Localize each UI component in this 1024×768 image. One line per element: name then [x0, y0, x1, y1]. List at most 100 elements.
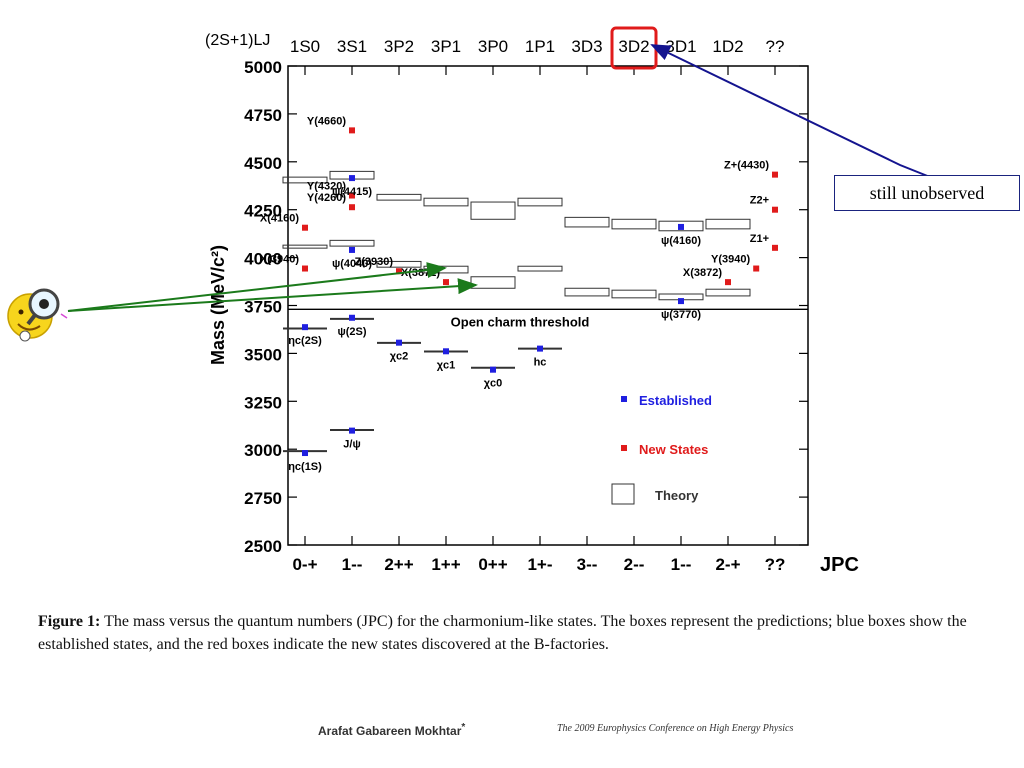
established-label: χc1 — [437, 359, 456, 371]
new-state-point — [772, 171, 778, 178]
new-state-label: Z2+ — [750, 195, 769, 207]
new-state-point — [753, 265, 760, 272]
theory-box — [517, 197, 563, 207]
legend-new-marker — [621, 445, 627, 451]
established-point — [349, 427, 355, 434]
y-tick-label: 2750 — [244, 489, 282, 508]
top-category-label: 3P2 — [384, 37, 414, 56]
established-label: ψ(4160) — [661, 235, 701, 247]
new-state-point — [772, 206, 778, 213]
established-point — [349, 314, 355, 321]
theory-box — [705, 218, 751, 230]
new-state-label: Y(4260) — [307, 192, 346, 204]
legend-theory-box — [611, 483, 635, 505]
established-point — [302, 450, 308, 457]
theory-box — [376, 260, 422, 268]
new-state-point — [772, 244, 778, 251]
theory-box — [470, 276, 516, 289]
y-tick-label: 4250 — [244, 202, 282, 221]
new-state-label: Z+(4430) — [724, 160, 769, 172]
theory-box — [423, 197, 469, 207]
y-tick-label: 5000 — [244, 58, 282, 77]
top-category-label: ?? — [766, 37, 785, 56]
established-label: χc2 — [390, 351, 409, 363]
theory-box — [564, 216, 610, 228]
new-state-point — [349, 127, 355, 134]
top-category-label: 3D2 — [618, 37, 649, 56]
x-tick-label: 1-- — [671, 555, 692, 574]
footer-author: Arafat Gabareen Mokhtar* — [318, 722, 466, 738]
established-label: χc0 — [484, 378, 503, 390]
established-point — [678, 223, 684, 230]
top-category-label: 3S1 — [337, 37, 367, 56]
new-state-point — [302, 224, 308, 231]
y-tick-label: 3000 — [244, 441, 282, 460]
caption-text: The mass versus the quantum numbers (JPC… — [38, 613, 967, 653]
established-point — [678, 298, 684, 305]
new-state-label: Z(3930) — [354, 256, 393, 268]
y-tick-label: 3250 — [244, 393, 282, 412]
established-label: ψ(2S) — [337, 326, 366, 338]
x-tick-label: 2++ — [384, 555, 413, 574]
top-category-label: 1P1 — [525, 37, 555, 56]
y-tick-label: 2500 — [244, 537, 282, 556]
threshold-label: Open charm threshold — [451, 314, 590, 329]
theory-box — [611, 218, 657, 230]
established-label: ψ(3770) — [661, 309, 701, 321]
state-labels: ηc(1S) ηc(2S) J/ψ ψ(2S) ψ(4040) ψ(4415) χc2 χc1… — [260, 115, 769, 473]
annotations — [67, 44, 931, 312]
legend-new-label: New States — [639, 442, 708, 457]
established-label: J/ψ — [343, 439, 360, 451]
new-state-point — [349, 192, 355, 199]
x-tick-label: 0++ — [478, 555, 507, 574]
x-tick-label: 3-- — [577, 555, 598, 574]
theory-box — [658, 220, 704, 232]
top-category-label: 3P1 — [431, 37, 461, 56]
new-state-label: X(3940) — [260, 254, 299, 266]
legend-established-label: Established — [639, 393, 712, 408]
established-point — [302, 324, 308, 331]
theory-box — [329, 239, 375, 247]
y-axis-label: Mass (MeV/c²) — [208, 245, 228, 365]
theory-box — [376, 193, 422, 201]
new-state-label: Y(4660) — [307, 115, 346, 127]
state-marks — [302, 127, 778, 457]
top-category-label: 3D1 — [665, 37, 696, 56]
established-point — [396, 339, 402, 346]
figure-caption: Figure 1: The mass versus the quantum nu… — [38, 610, 998, 656]
top-axis-label: (2S+1)LJ — [205, 32, 270, 49]
theory-box — [470, 201, 516, 220]
theory-box — [611, 289, 657, 299]
established-point — [537, 345, 543, 352]
theory-box — [705, 288, 751, 297]
callout-arrow — [650, 44, 931, 178]
established-point — [443, 348, 449, 355]
established-point — [349, 175, 355, 182]
x-tick-label: ?? — [765, 555, 786, 574]
new-state-point — [302, 265, 308, 272]
y-tick-label: 4500 — [244, 154, 282, 173]
y-tick-label: 4000 — [244, 250, 282, 269]
x-tick-label: 1+- — [527, 555, 552, 574]
established-point — [349, 246, 355, 253]
still-unobserved-callout: still unobserved — [834, 175, 1020, 211]
x-axis-label: JPC — [820, 554, 859, 576]
new-state-label: X(3872) — [683, 267, 722, 279]
legend-theory-label: Theory — [655, 488, 699, 503]
top-category-label: 3P0 — [478, 37, 508, 56]
theory-box — [564, 287, 610, 297]
magnifier-arrow-lower — [67, 278, 478, 312]
y-tick-label: 3750 — [244, 298, 282, 317]
author-mark: * — [461, 722, 466, 733]
new-state-label: X(4160) — [260, 213, 299, 225]
y-tick-label: 3500 — [244, 345, 282, 364]
new-state-point — [349, 204, 355, 211]
new-state-label: Z1+ — [750, 233, 769, 245]
established-label: ψ(4415) — [332, 186, 372, 198]
established-label: ψ(4040) — [332, 258, 372, 270]
magnifier-arrow-upper — [67, 262, 447, 312]
established-label: ηc(2S) — [288, 335, 322, 347]
footer-conference: The 2009 Europhysics Conference on High … — [557, 723, 794, 734]
established-label: ηc(1S) — [288, 461, 322, 473]
new-state-point — [725, 279, 731, 286]
